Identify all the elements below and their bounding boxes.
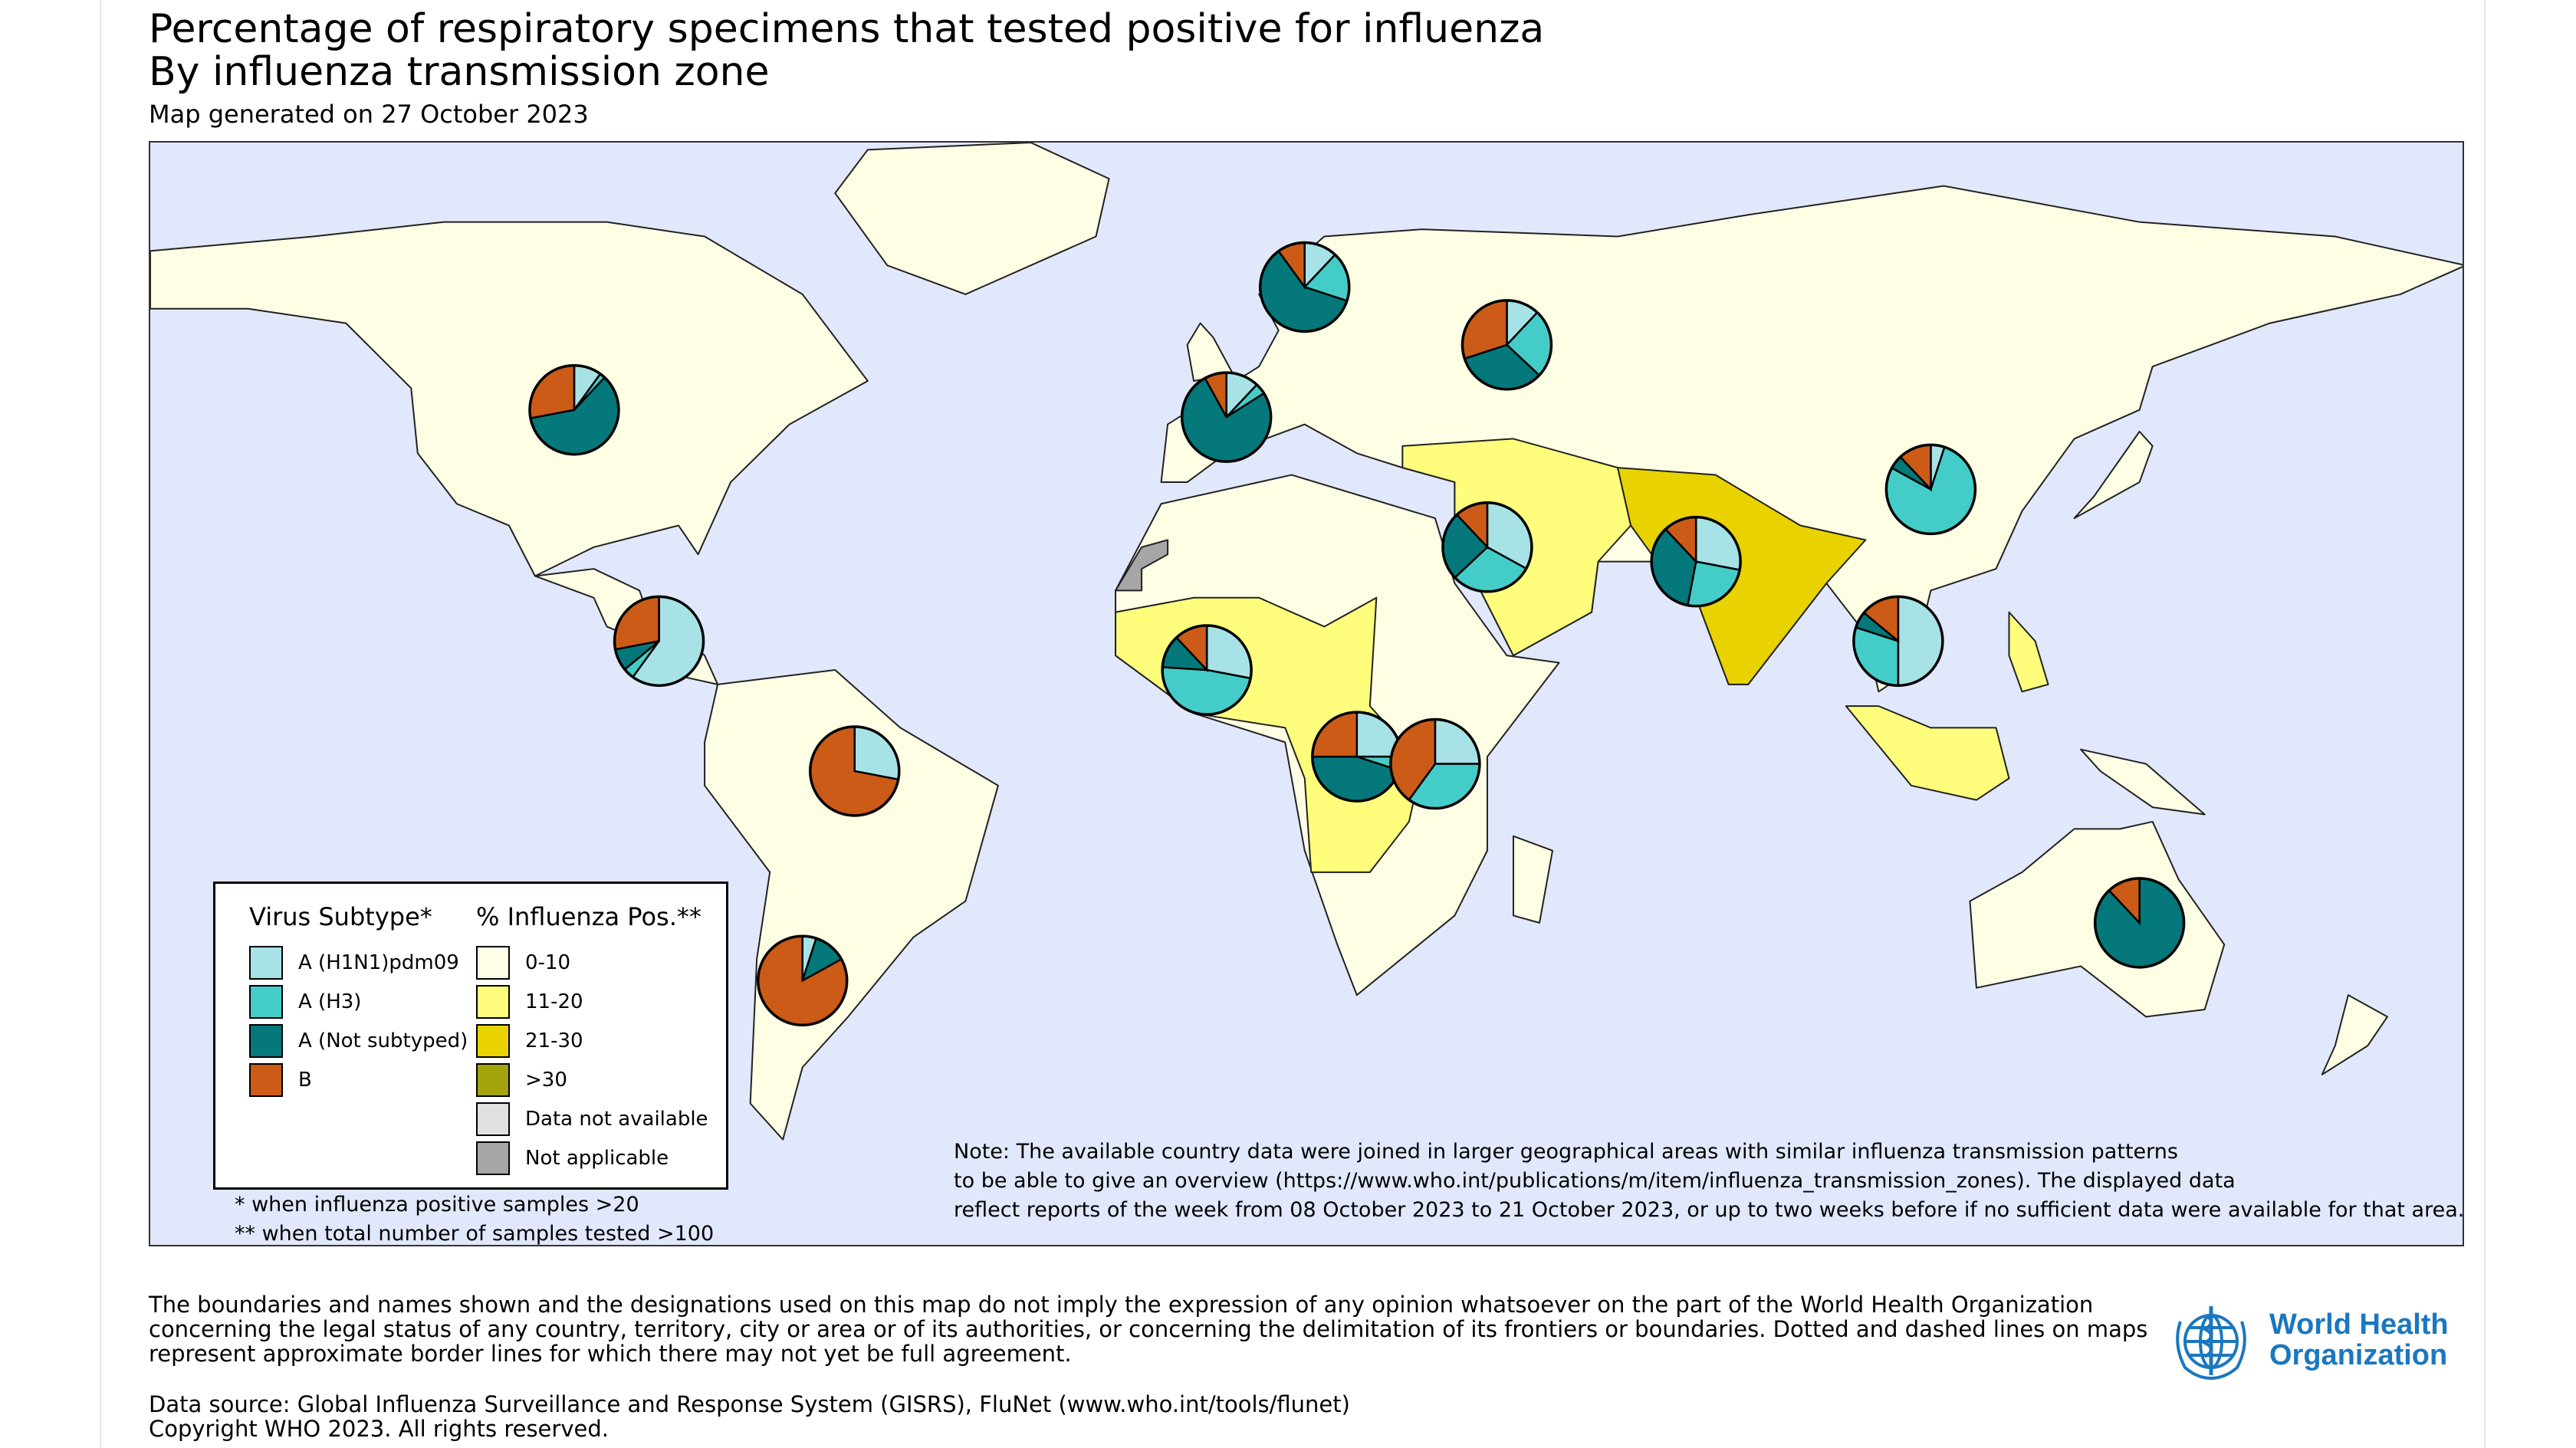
pie-eastern-asia[interactable] bbox=[1884, 443, 1977, 536]
pie-eastern-europe[interactable] bbox=[1460, 299, 1553, 391]
pie-outline bbox=[1161, 624, 1253, 716]
disclaimer-line-2: concerning the legal status of any count… bbox=[149, 1316, 2148, 1342]
greenland-shape bbox=[834, 143, 1110, 295]
pie-outline bbox=[1389, 717, 1481, 810]
virus-legend-swatch bbox=[249, 1024, 283, 1058]
pct-legend-swatch bbox=[476, 1063, 510, 1097]
pct-legend-label: Not applicable bbox=[525, 1147, 669, 1170]
pie-tropical-south-america[interactable] bbox=[809, 725, 901, 817]
virus-legend-swatch bbox=[249, 1063, 283, 1097]
virus-legend-label: A (H3) bbox=[298, 990, 362, 1013]
pie-outline bbox=[1441, 501, 1533, 593]
virus-legend-label: A (H1N1)pdm09 bbox=[298, 951, 459, 974]
map-legend: Virus Subtype* % Influenza Pos.** A (H1N… bbox=[213, 882, 728, 1190]
philippines-shape bbox=[2008, 611, 2049, 693]
virus-legend-label: B bbox=[298, 1069, 312, 1092]
pie-temperate-south-america[interactable] bbox=[756, 934, 849, 1027]
pie-central-america[interactable] bbox=[613, 595, 705, 688]
pct-legend-swatch bbox=[476, 985, 510, 1019]
page-border-left bbox=[100, 0, 101, 1448]
virus-legend-label: A (Not subtyped) bbox=[298, 1029, 468, 1052]
pie-outline bbox=[1460, 299, 1553, 391]
pie-outline bbox=[528, 363, 620, 456]
pie-outline bbox=[1258, 241, 1351, 333]
who-logo-line-1: World Health bbox=[2269, 1308, 2449, 1341]
footnote-positive-samples: * when influenza positive samples >20 bbox=[235, 1193, 639, 1217]
world-map-canvas bbox=[150, 143, 2463, 1141]
disclaimer-line-3: represent approximate border lines for w… bbox=[149, 1341, 1072, 1367]
virus-legend-item: A (Not subtyped) bbox=[249, 1023, 468, 1059]
pct-legend-swatch bbox=[476, 946, 510, 980]
new-zealand-shape bbox=[2321, 994, 2388, 1075]
madagascar-shape bbox=[1512, 835, 1554, 924]
pct-legend-label: Data not available bbox=[525, 1108, 708, 1131]
pie-western-africa[interactable] bbox=[1161, 624, 1253, 716]
pct-legend-swatch bbox=[476, 1141, 510, 1175]
note-line-2: to be able to give an overview (https://… bbox=[954, 1169, 2236, 1193]
sea-islands-shape bbox=[1845, 705, 2010, 801]
pct-legend-label: 0-10 bbox=[525, 951, 571, 974]
pie-outline bbox=[809, 725, 901, 817]
pie-outline bbox=[1180, 371, 1273, 463]
japan-shape bbox=[2073, 430, 2154, 520]
pie-outline bbox=[613, 595, 705, 688]
pie-north-america[interactable] bbox=[528, 363, 620, 456]
pie-southern-asia[interactable] bbox=[1650, 515, 1742, 608]
pct-legend-item: Not applicable bbox=[476, 1141, 669, 1176]
south-america-shape bbox=[704, 669, 999, 1141]
map-subtitle-zone: By influenza transmission zone bbox=[149, 49, 770, 95]
note-line-3: reflect reports of the week from 08 Octo… bbox=[954, 1198, 2465, 1222]
pct-legend-item: 21-30 bbox=[476, 1023, 583, 1059]
pie-south-east-asia[interactable] bbox=[1852, 595, 1944, 688]
pie-outline bbox=[2093, 877, 2186, 969]
pct-legend-swatch bbox=[476, 1024, 510, 1058]
who-logo-text: World Health Organization bbox=[2269, 1309, 2449, 1371]
pie-outline bbox=[1852, 595, 1944, 688]
legend-virus-heading: Virus Subtype* bbox=[249, 902, 432, 931]
pct-legend-item: Data not available bbox=[476, 1102, 708, 1137]
pct-legend-label: 11-20 bbox=[525, 990, 583, 1013]
copyright: Copyright WHO 2023. All rights reserved. bbox=[149, 1416, 609, 1442]
virus-legend-swatch bbox=[249, 985, 283, 1019]
pct-legend-item: 0-10 bbox=[476, 945, 570, 980]
virus-legend-item: A (H1N1)pdm09 bbox=[249, 945, 459, 980]
pie-northern-europe[interactable] bbox=[1258, 241, 1351, 333]
virus-legend-swatch bbox=[249, 946, 283, 980]
disclaimer-line-1: The boundaries and names shown and the d… bbox=[149, 1292, 2094, 1318]
north-america-shape bbox=[150, 221, 869, 577]
map-title: Percentage of respiratory specimens that… bbox=[149, 6, 1545, 52]
pct-legend-label: 21-30 bbox=[525, 1029, 583, 1052]
pie-south-west-europe[interactable] bbox=[1180, 371, 1273, 463]
pie-outline bbox=[756, 934, 849, 1027]
who-emblem-icon bbox=[2176, 1306, 2246, 1380]
pct-legend-item: 11-20 bbox=[476, 984, 583, 1020]
pie-outline bbox=[1650, 515, 1742, 608]
pct-legend-item: >30 bbox=[476, 1062, 567, 1098]
pct-legend-label: >30 bbox=[525, 1069, 567, 1092]
disclaimer: The boundaries and names shown and the d… bbox=[149, 1292, 2147, 1366]
data-source: Data source: Global Influenza Surveillan… bbox=[149, 1391, 1350, 1417]
pie-outline bbox=[1884, 443, 1977, 536]
pie-western-asia[interactable] bbox=[1441, 501, 1533, 593]
pie-eastern-africa[interactable] bbox=[1389, 717, 1481, 810]
who-logo-line-2: Organization bbox=[2269, 1339, 2448, 1371]
virus-legend-item: B bbox=[249, 1062, 312, 1098]
pie-slice bbox=[1897, 596, 1944, 687]
pie-middle-africa[interactable] bbox=[1311, 711, 1403, 803]
pct-legend-swatch bbox=[476, 1102, 510, 1136]
world-map[interactable] bbox=[149, 141, 2464, 1246]
page-border-right bbox=[2484, 0, 2486, 1448]
pie-oceania[interactable] bbox=[2093, 877, 2186, 969]
note-line-1: Note: The available country data were jo… bbox=[954, 1140, 2178, 1164]
pie-chart-layer bbox=[528, 241, 2186, 1027]
new-guinea-shape bbox=[2080, 748, 2206, 816]
map-generated-date: Map generated on 27 October 2023 bbox=[149, 100, 589, 129]
western-sahara-shape bbox=[1115, 539, 1169, 592]
footnote-total-samples: ** when total number of samples tested >… bbox=[235, 1222, 715, 1246]
legend-pct-heading: % Influenza Pos.** bbox=[476, 902, 702, 931]
virus-legend-item: A (H3) bbox=[249, 984, 361, 1020]
